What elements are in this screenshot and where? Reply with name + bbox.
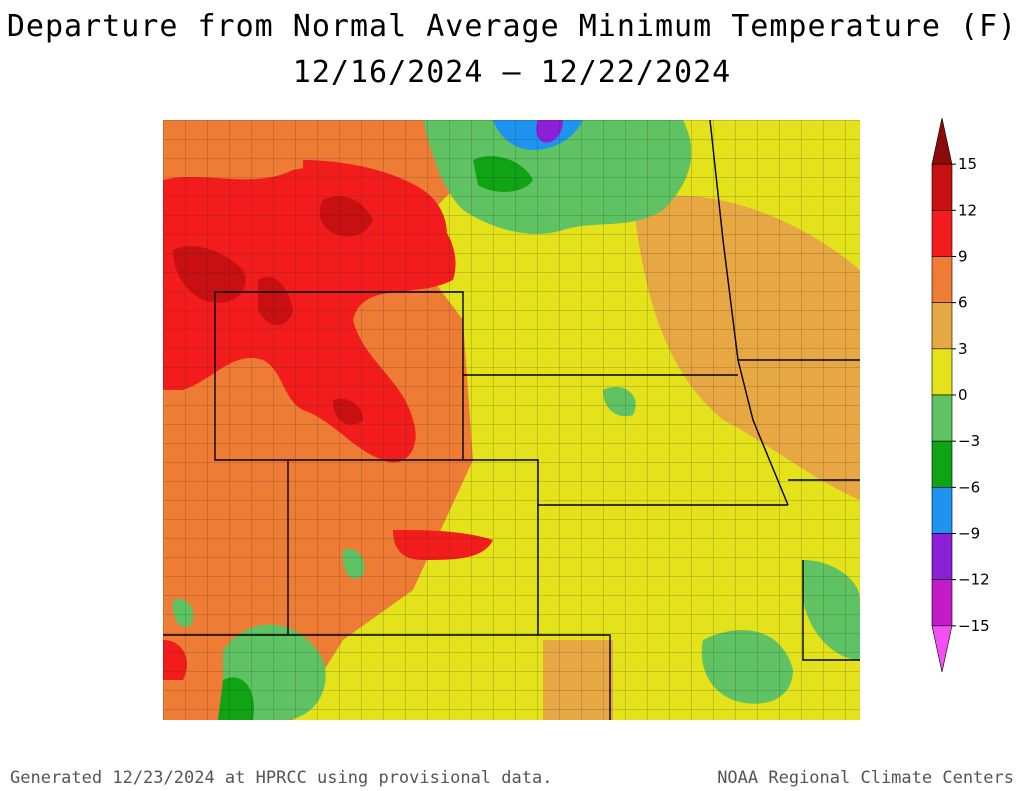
legend-tick-label: −12 <box>958 571 990 589</box>
legend-tick-label: 0 <box>958 386 968 404</box>
legend-swatch <box>931 579 953 627</box>
source-credit: NOAA Regional Climate Centers <box>717 768 1014 788</box>
legend-tick-label: 6 <box>958 294 968 312</box>
map-date-range: 12/16/2024 – 12/22/2024 <box>292 55 732 90</box>
legend-swatch <box>931 117 953 165</box>
legend-tick-label: −6 <box>958 478 980 496</box>
legend-swatch <box>931 440 953 488</box>
legend-tick-label: 3 <box>958 340 968 358</box>
map-title: Departure from Normal Average Minimum Te… <box>6 9 1018 44</box>
legend-tick-label: −9 <box>958 525 980 543</box>
state-boundaries <box>163 120 860 720</box>
legend-swatch <box>931 256 953 303</box>
legend-swatch <box>931 625 953 673</box>
legend-swatch <box>931 210 953 257</box>
legend-swatch <box>931 302 953 350</box>
legend-swatch <box>931 533 953 580</box>
county-grid <box>163 120 860 720</box>
temperature-departure-map <box>163 120 860 720</box>
legend-swatch <box>931 348 953 396</box>
generated-note: Generated 12/23/2024 at HPRCC using prov… <box>10 768 553 788</box>
legend-tick-label: −15 <box>958 617 990 635</box>
legend-tick-label: −3 <box>958 432 980 450</box>
legend-tick-label: 9 <box>958 248 968 266</box>
legend-tick-label: 15 <box>958 155 977 173</box>
legend-swatch <box>931 394 953 442</box>
legend-swatch <box>931 487 953 534</box>
legend-swatch <box>931 163 953 211</box>
legend-tick-label: 12 <box>958 201 977 219</box>
